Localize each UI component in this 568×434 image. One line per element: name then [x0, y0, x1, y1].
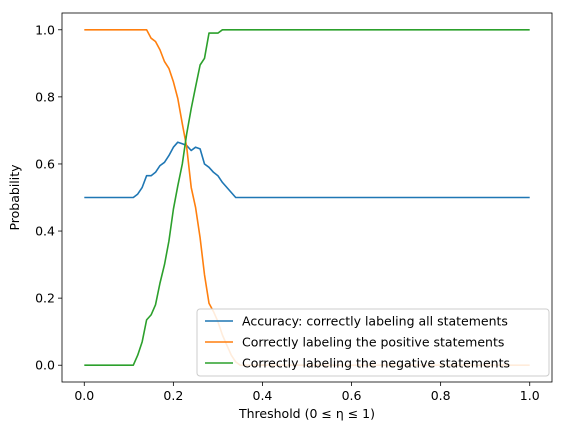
y-tick-label: 0.2 [35, 291, 55, 306]
x-axis-label: Threshold (0 ≤ η ≤ 1) [238, 406, 375, 421]
x-tick-label: 0.2 [163, 388, 183, 403]
x-tick-label: 1.0 [520, 388, 540, 403]
ticks: 0.0 0.2 0.4 0.6 0.8 1.0 0.0 0.2 0.4 0.6 0.8 1.0 [35, 22, 540, 403]
x-tick-label: 0.4 [253, 388, 273, 403]
y-tick-label: 0.4 [35, 224, 55, 239]
y-tick-label: 0.0 [35, 358, 55, 373]
y-tick-label: 0.6 [35, 156, 55, 171]
y-axis-label: Probability [7, 164, 22, 231]
legend-box [196, 308, 550, 377]
legend: Accuracy: correctly labeling all stateme… [196, 308, 550, 377]
y-tick-label: 1.0 [35, 22, 55, 37]
x-tick-label: 0.0 [74, 388, 94, 403]
axes-frame [61, 12, 553, 383]
legend-label: Correctly labeling the negative statemen… [242, 356, 510, 371]
legend-label: Accuracy: correctly labeling all stateme… [242, 314, 508, 329]
legend-label: Correctly labeling the positive statemen… [242, 335, 504, 350]
series-line-3 [84, 28, 530, 367]
x-tick-label: 0.8 [431, 388, 451, 403]
y-tick-label: 0.8 [35, 89, 55, 104]
x-tick-label: 0.6 [342, 388, 362, 403]
